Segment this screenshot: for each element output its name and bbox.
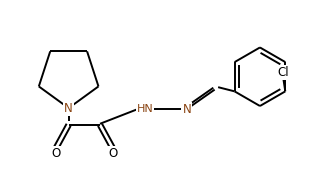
Text: N: N (64, 102, 73, 115)
Text: HN: HN (137, 104, 153, 114)
Text: N: N (182, 103, 191, 116)
Text: Cl: Cl (278, 66, 289, 79)
Text: O: O (51, 146, 61, 160)
Text: O: O (108, 146, 117, 160)
